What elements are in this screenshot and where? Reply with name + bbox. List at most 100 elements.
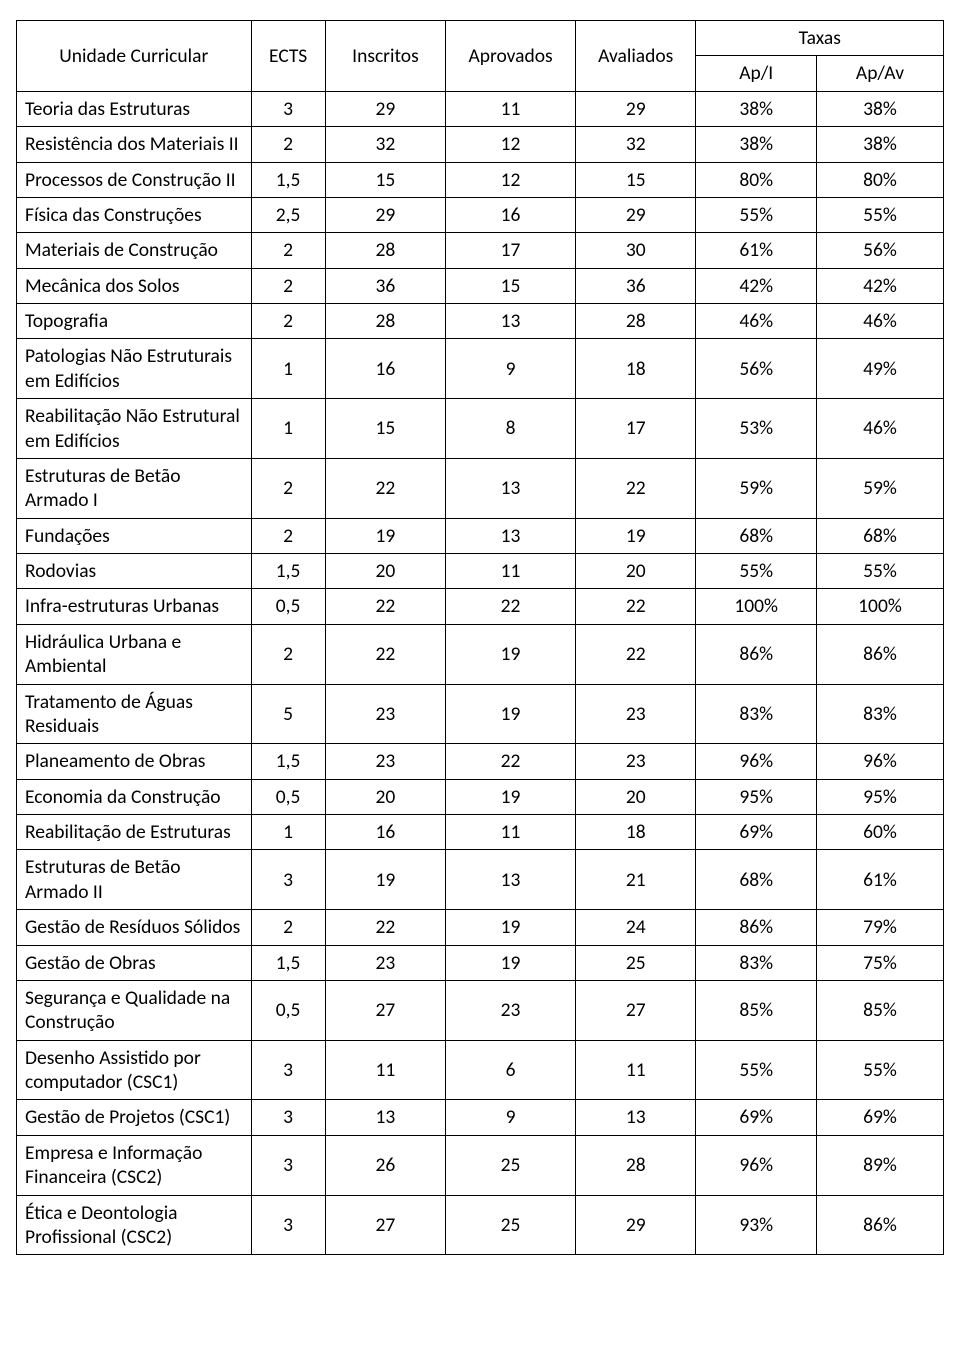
- cell-name: Ética e Deontologia Profissional (CSC2): [17, 1195, 252, 1255]
- cell-avaliados: 20: [575, 554, 696, 589]
- cell-aprovados: 13: [446, 304, 576, 339]
- table-row: Tratamento de Águas Residuais523192383%8…: [17, 684, 944, 744]
- cell-apav: 55%: [816, 554, 943, 589]
- cell-avaliados: 22: [575, 624, 696, 684]
- cell-avaliados: 18: [575, 815, 696, 850]
- cell-inscritos: 23: [325, 744, 446, 779]
- cell-name: Resistência dos Materiais II: [17, 127, 252, 162]
- cell-aprovados: 13: [446, 850, 576, 910]
- cell-inscritos: 15: [325, 399, 446, 459]
- cell-ects: 2: [251, 268, 325, 303]
- cell-apav: 46%: [816, 399, 943, 459]
- cell-ects: 1: [251, 399, 325, 459]
- table-row: Reabilitação Não Estrutural em Edifícios…: [17, 399, 944, 459]
- cell-avaliados: 18: [575, 339, 696, 399]
- cell-ects: 3: [251, 850, 325, 910]
- cell-inscritos: 29: [325, 197, 446, 232]
- cell-name: Topografia: [17, 304, 252, 339]
- cell-name: Rodovias: [17, 554, 252, 589]
- cell-api: 68%: [696, 518, 817, 553]
- cell-apav: 56%: [816, 233, 943, 268]
- cell-aprovados: 11: [446, 91, 576, 126]
- table-row: Infra-estruturas Urbanas0,5222222100%100…: [17, 589, 944, 624]
- cell-api: 86%: [696, 910, 817, 945]
- cell-ects: 3: [251, 1040, 325, 1100]
- cell-ects: 2,5: [251, 197, 325, 232]
- table-row: Processos de Construção II1,515121580%80…: [17, 162, 944, 197]
- cell-aprovados: 9: [446, 339, 576, 399]
- cell-name: Estruturas de Betão Armado I: [17, 458, 252, 518]
- table-row: Topografia228132846%46%: [17, 304, 944, 339]
- cell-aprovados: 8: [446, 399, 576, 459]
- cell-aprovados: 19: [446, 779, 576, 814]
- cell-avaliados: 23: [575, 744, 696, 779]
- cell-inscritos: 22: [325, 458, 446, 518]
- cell-api: 55%: [696, 197, 817, 232]
- cell-aprovados: 11: [446, 815, 576, 850]
- col-aprovados: Aprovados: [446, 21, 576, 92]
- cell-name: Teoria das Estruturas: [17, 91, 252, 126]
- cell-name: Reabilitação Não Estrutural em Edifícios: [17, 399, 252, 459]
- cell-aprovados: 16: [446, 197, 576, 232]
- cell-api: 86%: [696, 624, 817, 684]
- col-apav: Ap/Av: [816, 56, 943, 91]
- cell-aprovados: 19: [446, 910, 576, 945]
- cell-inscritos: 19: [325, 518, 446, 553]
- cell-ects: 5: [251, 684, 325, 744]
- cell-avaliados: 23: [575, 684, 696, 744]
- cell-apav: 96%: [816, 744, 943, 779]
- cell-inscritos: 29: [325, 91, 446, 126]
- cell-name: Gestão de Resíduos Sólidos: [17, 910, 252, 945]
- cell-api: 38%: [696, 91, 817, 126]
- cell-apav: 68%: [816, 518, 943, 553]
- cell-avaliados: 25: [575, 945, 696, 980]
- cell-api: 53%: [696, 399, 817, 459]
- cell-name: Física das Construções: [17, 197, 252, 232]
- cell-name: Reabilitação de Estruturas: [17, 815, 252, 850]
- cell-inscritos: 22: [325, 589, 446, 624]
- table-row: Mecânica dos Solos236153642%42%: [17, 268, 944, 303]
- cell-ects: 2: [251, 304, 325, 339]
- cell-apav: 69%: [816, 1100, 943, 1135]
- table-row: Desenho Assistido por computador (CSC1)3…: [17, 1040, 944, 1100]
- cell-inscritos: 27: [325, 1195, 446, 1255]
- cell-ects: 0,5: [251, 779, 325, 814]
- cell-ects: 3: [251, 1100, 325, 1135]
- table-row: Patologias Não Estruturais em Edifícios1…: [17, 339, 944, 399]
- cell-api: 96%: [696, 1135, 817, 1195]
- cell-api: 56%: [696, 339, 817, 399]
- table-row: Gestão de Obras1,523192583%75%: [17, 945, 944, 980]
- cell-apav: 86%: [816, 1195, 943, 1255]
- table-row: Resistência dos Materiais II232123238%38…: [17, 127, 944, 162]
- cell-aprovados: 17: [446, 233, 576, 268]
- cell-api: 38%: [696, 127, 817, 162]
- cell-ects: 1,5: [251, 554, 325, 589]
- cell-aprovados: 19: [446, 684, 576, 744]
- cell-avaliados: 28: [575, 1135, 696, 1195]
- cell-aprovados: 13: [446, 458, 576, 518]
- cell-aprovados: 25: [446, 1195, 576, 1255]
- cell-inscritos: 20: [325, 554, 446, 589]
- cell-inscritos: 19: [325, 850, 446, 910]
- cell-api: 42%: [696, 268, 817, 303]
- cell-apav: 42%: [816, 268, 943, 303]
- table-row: Empresa e Informação Financeira (CSC2)32…: [17, 1135, 944, 1195]
- cell-api: 59%: [696, 458, 817, 518]
- cell-apav: 60%: [816, 815, 943, 850]
- cell-api: 61%: [696, 233, 817, 268]
- cell-aprovados: 23: [446, 980, 576, 1040]
- cell-aprovados: 12: [446, 162, 576, 197]
- cell-name: Processos de Construção II: [17, 162, 252, 197]
- cell-apav: 59%: [816, 458, 943, 518]
- cell-avaliados: 28: [575, 304, 696, 339]
- table-row: Gestão de Resíduos Sólidos222192486%79%: [17, 910, 944, 945]
- cell-ects: 1,5: [251, 744, 325, 779]
- col-taxas: Taxas: [696, 21, 944, 56]
- cell-ects: 1,5: [251, 162, 325, 197]
- cell-api: 68%: [696, 850, 817, 910]
- cell-name: Economia da Construção: [17, 779, 252, 814]
- col-ects: ECTS: [251, 21, 325, 92]
- table-row: Estruturas de Betão Armado II319132168%6…: [17, 850, 944, 910]
- cell-apav: 86%: [816, 624, 943, 684]
- table-row: Estruturas de Betão Armado I222132259%59…: [17, 458, 944, 518]
